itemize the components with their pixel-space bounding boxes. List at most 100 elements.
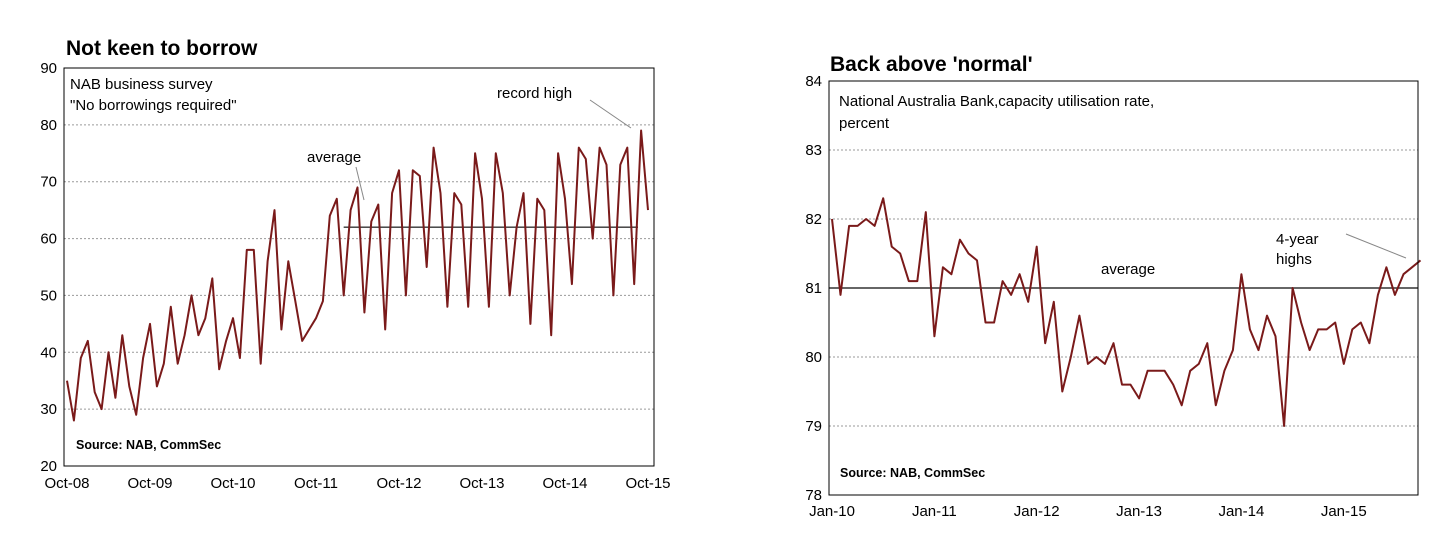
subtitle-line-1: NAB business survey: [70, 76, 213, 93]
data-point: [1188, 369, 1192, 373]
data-point: [1376, 293, 1380, 297]
y-tick-label: 50: [40, 287, 57, 304]
data-point: [570, 282, 574, 286]
data-point: [1154, 369, 1158, 373]
data-point: [1052, 300, 1056, 304]
data-point: [169, 305, 173, 309]
y-tick-labels: 78 79 80 81 82 83 84: [805, 73, 822, 504]
data-point: [597, 145, 601, 149]
data-point: [245, 248, 249, 252]
subtitle-line-2: "No borrowings required": [70, 97, 237, 114]
y-tick-label: 90: [40, 60, 57, 77]
data-point: [1009, 293, 1013, 297]
data-point: [983, 320, 987, 324]
subtitle-line-1: National Australia Bank,capacity utilisa…: [839, 93, 1154, 110]
data-point: [632, 282, 636, 286]
data-point: [293, 299, 297, 303]
y-tick-label: 40: [40, 344, 57, 361]
x-tick-label: Jan-12: [1014, 503, 1060, 520]
data-point: [473, 151, 477, 155]
source-note: Source: NAB, CommSec: [76, 438, 221, 452]
data-point: [535, 197, 539, 201]
data-point: [855, 224, 859, 228]
data-point: [924, 210, 928, 214]
data-point: [224, 339, 228, 343]
data-point: [501, 191, 505, 195]
x-tick-label: Jan-15: [1321, 503, 1367, 520]
data-point: [348, 208, 352, 212]
data-point: [1290, 286, 1294, 290]
data-point: [898, 251, 902, 255]
data-point: [279, 327, 283, 331]
data-point: [79, 356, 83, 360]
series-line: [66, 129, 649, 422]
data-point: [182, 333, 186, 337]
data-point: [155, 384, 159, 388]
data-point: [252, 248, 256, 252]
x-tick-label: Jan-11: [912, 503, 957, 520]
data-point: [1401, 272, 1405, 276]
data-point: [99, 407, 103, 411]
data-point: [1307, 348, 1311, 352]
data-point: [872, 224, 876, 228]
data-point: [611, 293, 615, 297]
y-tick-label: 78: [805, 487, 822, 504]
data-point: [1043, 341, 1047, 345]
data-point: [1171, 382, 1175, 386]
average-label: average: [1101, 261, 1155, 278]
average-leader-line: [355, 166, 365, 201]
data-point: [424, 265, 428, 269]
x-tick-label: Jan-14: [1218, 503, 1264, 520]
data-point: [1205, 341, 1209, 345]
data-point: [881, 196, 885, 200]
data-point: [604, 162, 608, 166]
data-point: [210, 276, 214, 280]
data-point: [932, 334, 936, 338]
data-point: [915, 279, 919, 283]
data-point: [890, 244, 894, 248]
y-tick-label: 80: [40, 117, 57, 134]
data-point: [362, 310, 366, 314]
data-point: [975, 258, 979, 262]
data-point: [1180, 403, 1184, 407]
data-point: [494, 151, 498, 155]
data-point: [355, 185, 359, 189]
data-point: [86, 339, 90, 343]
data-point: [452, 191, 456, 195]
data-point: [1214, 403, 1218, 407]
data-point: [1197, 362, 1201, 366]
data-point: [528, 322, 532, 326]
data-point: [196, 333, 200, 337]
x-tick-label: Oct-13: [459, 475, 504, 492]
x-tick-label: Oct-11: [294, 475, 338, 492]
series-line: [831, 197, 1422, 427]
data-point: [265, 259, 269, 263]
data-point: [507, 293, 511, 297]
data-point: [238, 356, 242, 360]
data-point: [141, 356, 145, 360]
data-point: [1222, 369, 1226, 373]
y-tick-label: 81: [805, 280, 822, 297]
data-point: [847, 224, 851, 228]
data-point: [314, 316, 318, 320]
highs-leader-line: [1345, 233, 1407, 259]
y-tick-label: 84: [805, 73, 822, 90]
x-tick-label: Oct-15: [625, 475, 670, 492]
data-point: [65, 379, 69, 383]
data-point: [514, 225, 518, 229]
y-tick-label: 70: [40, 174, 57, 191]
data-point: [258, 361, 262, 365]
data-point: [1128, 382, 1132, 386]
data-point: [231, 316, 235, 320]
data-point: [1350, 327, 1354, 331]
data-point: [949, 272, 953, 276]
x-tick-label: Jan-13: [1116, 503, 1162, 520]
y-tick-label: 79: [805, 418, 822, 435]
data-point: [404, 293, 408, 297]
data-point: [307, 327, 311, 331]
y-tick-label: 60: [40, 231, 57, 248]
data-point: [618, 162, 622, 166]
plot-frame: [63, 67, 655, 467]
data-point: [1103, 362, 1107, 366]
